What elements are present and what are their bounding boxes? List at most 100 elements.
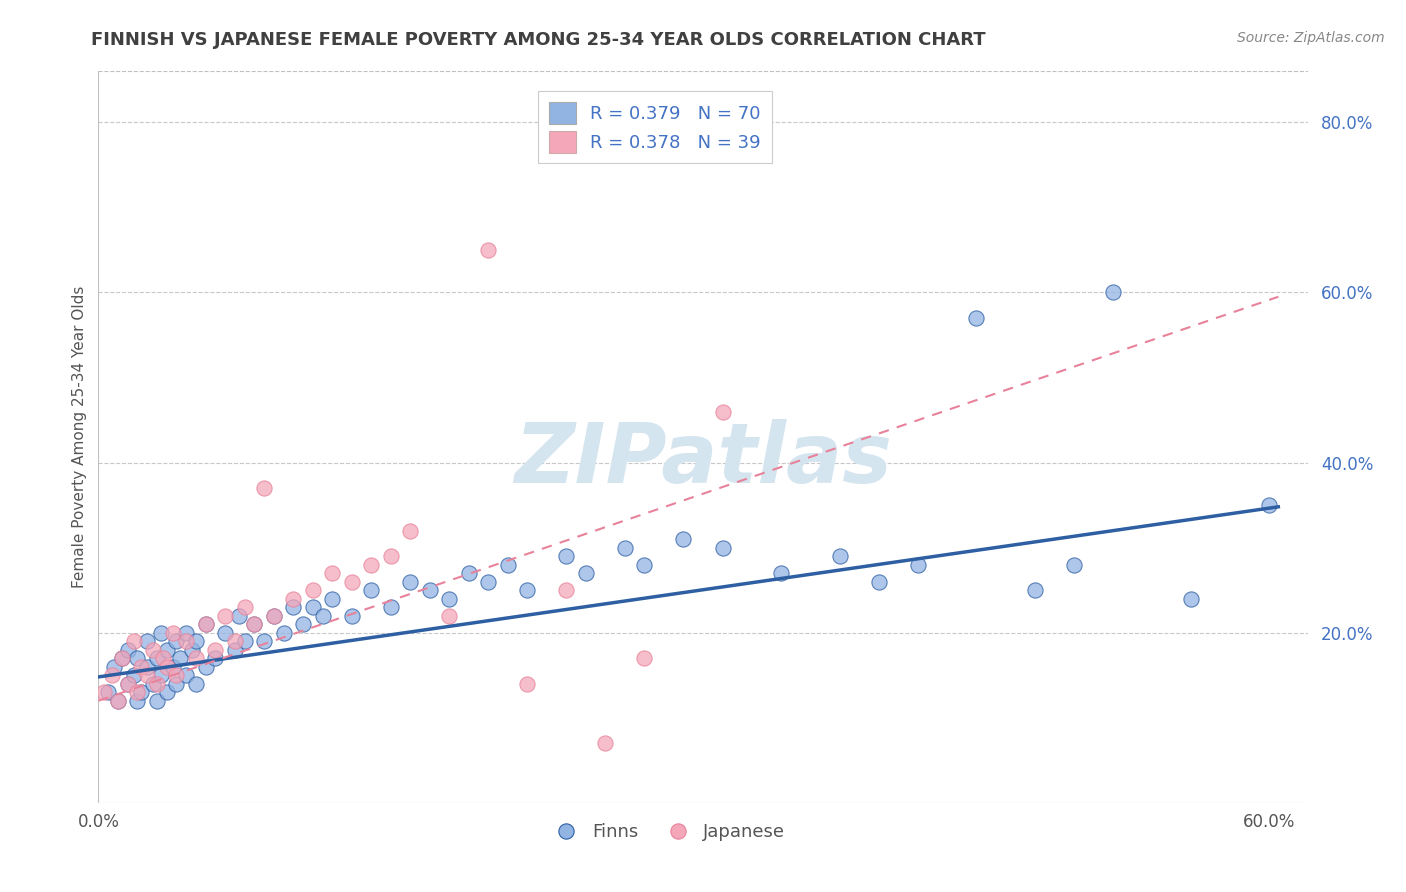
Point [555, 583, 578, 598]
Point [181, 642, 204, 657]
Point [233, 600, 256, 615]
Point [233, 634, 256, 648]
Point [169, 651, 191, 665]
Point [224, 642, 246, 657]
Point [312, 608, 335, 623]
Point [263, 608, 285, 623]
Point [127, 685, 149, 699]
Point [214, 608, 236, 623]
Point [711, 404, 734, 418]
Point [122, 634, 145, 648]
Point [165, 677, 187, 691]
Point [107, 694, 129, 708]
Point [496, 558, 519, 572]
Point [516, 677, 538, 691]
Point [101, 668, 124, 682]
Point [477, 574, 499, 589]
Point [174, 634, 197, 648]
Point [907, 558, 929, 572]
Point [614, 541, 637, 555]
Point [111, 651, 134, 665]
Text: Source: ZipAtlas.com: Source: ZipAtlas.com [1237, 31, 1385, 45]
Point [107, 694, 129, 708]
Point [228, 608, 250, 623]
Point [380, 600, 402, 615]
Point [131, 659, 153, 673]
Point [149, 668, 172, 682]
Point [204, 651, 226, 665]
Point [321, 591, 343, 606]
Point [194, 659, 217, 673]
Point [283, 591, 305, 606]
Point [340, 608, 363, 623]
Point [965, 311, 987, 326]
Point [214, 625, 236, 640]
Point [152, 651, 174, 665]
Point [399, 574, 422, 589]
Point [360, 583, 382, 598]
Point [136, 659, 159, 673]
Point [146, 694, 169, 708]
Point [302, 600, 325, 615]
Point [117, 677, 139, 691]
Point [127, 694, 149, 708]
Point [439, 608, 461, 623]
Point [302, 583, 325, 598]
Point [711, 541, 734, 555]
Point [595, 736, 617, 750]
Point [184, 677, 207, 691]
Point [122, 668, 145, 682]
Point [477, 243, 499, 257]
Point [399, 524, 422, 538]
Point [253, 634, 276, 648]
Point [149, 625, 172, 640]
Point [516, 583, 538, 598]
Point [380, 549, 402, 563]
Point [243, 617, 266, 632]
Point [769, 566, 792, 581]
Point [419, 583, 441, 598]
Point [263, 608, 285, 623]
Point [142, 642, 165, 657]
Point [156, 659, 179, 673]
Point [1024, 583, 1046, 598]
Legend: Finns, Japanese: Finns, Japanese [541, 816, 792, 848]
Point [117, 677, 139, 691]
Point [146, 677, 169, 691]
Point [439, 591, 461, 606]
Point [672, 532, 695, 546]
Point [146, 651, 169, 665]
Point [136, 634, 159, 648]
Point [174, 625, 197, 640]
Point [224, 634, 246, 648]
Point [253, 481, 276, 495]
Point [93, 685, 115, 699]
Point [162, 625, 184, 640]
Point [156, 642, 179, 657]
Y-axis label: Female Poverty Among 25-34 Year Olds: Female Poverty Among 25-34 Year Olds [72, 286, 87, 588]
Point [117, 642, 139, 657]
Text: ZIPatlas: ZIPatlas [515, 418, 891, 500]
Point [97, 685, 120, 699]
Point [131, 685, 153, 699]
Point [165, 634, 187, 648]
Point [184, 634, 207, 648]
Point [868, 574, 890, 589]
Point [184, 651, 207, 665]
Point [136, 668, 159, 682]
Point [194, 617, 217, 632]
Point [360, 558, 382, 572]
Point [174, 668, 197, 682]
Point [321, 566, 343, 581]
Point [633, 651, 655, 665]
Point [1101, 285, 1123, 300]
Point [828, 549, 851, 563]
Text: FINNISH VS JAPANESE FEMALE POVERTY AMONG 25-34 YEAR OLDS CORRELATION CHART: FINNISH VS JAPANESE FEMALE POVERTY AMONG… [91, 31, 986, 49]
Point [111, 651, 134, 665]
Point [127, 651, 149, 665]
Point [340, 574, 363, 589]
Point [292, 617, 315, 632]
Point [1180, 591, 1202, 606]
Point [273, 625, 295, 640]
Point [458, 566, 481, 581]
